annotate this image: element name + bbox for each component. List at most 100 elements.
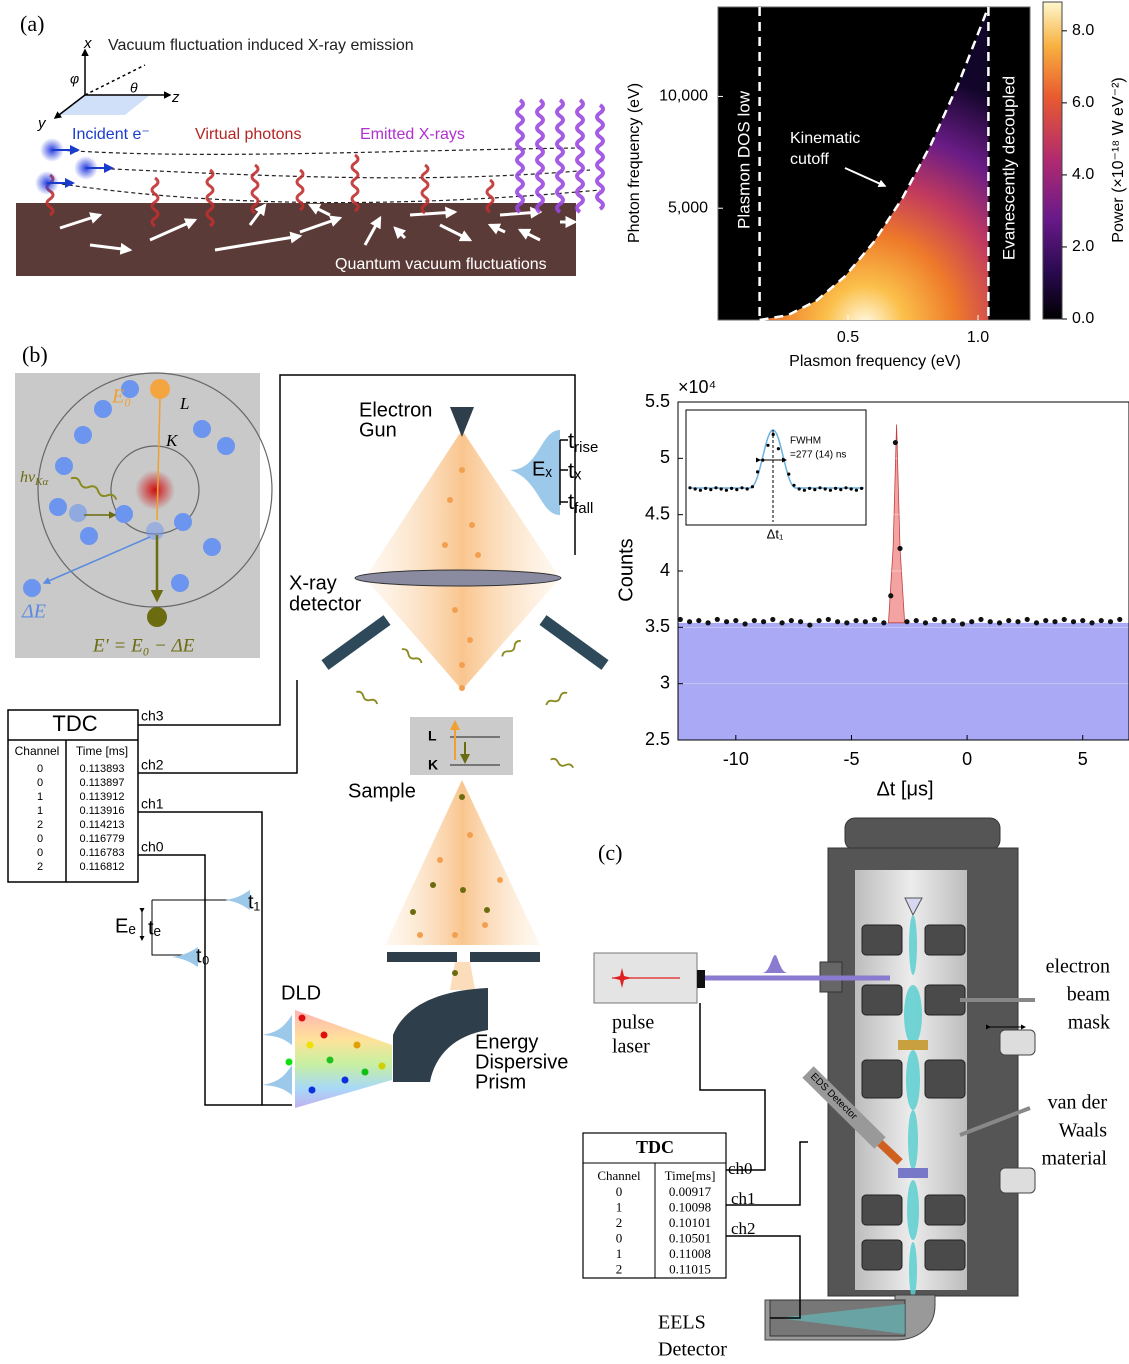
wave (537, 100, 543, 212)
data-point (863, 619, 868, 624)
data-point (724, 619, 729, 624)
table-cell: 0.116779 (79, 833, 124, 845)
inset-point (709, 488, 712, 491)
data-point (705, 620, 710, 625)
axis-letter: φ (70, 71, 79, 87)
inset-point (813, 488, 816, 491)
colorbar-label: Power (×10⁻¹⁸ W eV⁻²) (1110, 77, 1127, 242)
axis-letter: z (171, 89, 180, 106)
table-cell: 2 (616, 1215, 623, 1230)
table-title: TDC (636, 1137, 674, 1157)
label: electron (1046, 956, 1110, 978)
y-tick-label: 10,000 (659, 88, 708, 105)
text-sub: fall (574, 500, 593, 517)
table-header: Channel (597, 1168, 641, 1183)
label: Incident e⁻ (72, 126, 150, 143)
colorbar-tick-label: 8.0 (1072, 22, 1094, 39)
label: EELS (658, 1312, 706, 1334)
data-point (761, 619, 766, 624)
data-point (742, 621, 747, 626)
data-point (770, 617, 775, 622)
y-tick-label: 4 (660, 560, 670, 580)
table-cell: 1 (616, 1199, 623, 1214)
label: Waals (1059, 1120, 1108, 1142)
data-point (1108, 619, 1113, 624)
data-point (715, 617, 720, 622)
atom-label: K (165, 431, 179, 450)
label: DLD (281, 982, 321, 1004)
inset-point (777, 447, 780, 450)
label: t₀ (196, 945, 210, 967)
inset-annotation: FWHM (790, 436, 821, 447)
data-point (978, 617, 983, 622)
data-point (914, 618, 919, 623)
data-point (960, 621, 965, 626)
table-cell: 0.113897 (79, 777, 124, 789)
x-axis-label: Δt [μs] (876, 778, 933, 800)
wave (557, 100, 563, 212)
tdc-table: TDC ChannelTime[ms]00.0091710.1009820.10… (583, 1133, 726, 1278)
table-cell: 0 (37, 833, 43, 845)
data-point (893, 440, 898, 445)
channel-label: ch2 (141, 757, 164, 773)
label: pulse (612, 1012, 654, 1034)
data-point (1099, 618, 1104, 623)
inset-point (699, 489, 702, 492)
inset-point (829, 489, 832, 492)
annotation: Kinematic (790, 130, 860, 147)
y-tick-label: 2.5 (645, 729, 670, 749)
inset-point (704, 487, 707, 490)
data-point (779, 620, 784, 625)
label: Dispersive (475, 1051, 568, 1073)
label: Prism (475, 1071, 526, 1093)
y-tick-label: 5,000 (668, 199, 708, 216)
data-point (932, 617, 937, 622)
x-tick-label: 0.5 (837, 329, 859, 346)
x-axis-label: Plasmon frequency (eV) (789, 353, 961, 370)
table-cell: 1 (616, 1246, 623, 1261)
colorbar-tick-label: 2.0 (1072, 238, 1094, 255)
table-cell: 0.10101 (669, 1215, 711, 1230)
table-cell: 0.113916 (79, 805, 124, 817)
text-sub: rise (574, 439, 598, 456)
inset-point (818, 486, 821, 489)
table-cell: 0.116812 (79, 861, 124, 873)
label: detector (289, 593, 362, 615)
inset-point (714, 486, 717, 489)
data-point (888, 593, 893, 598)
counts-chart: 2.533.544.555.5-10-505×10⁴Δt [μs]CountsF… (615, 377, 1129, 801)
wave (517, 100, 523, 212)
x-tick-label: 5 (1078, 749, 1088, 769)
annotation: cutoff (790, 151, 829, 168)
label: Energy (475, 1031, 538, 1053)
electrons (35, 138, 112, 195)
inset-point (855, 489, 858, 492)
label: t₁ (248, 891, 261, 913)
inset-point (766, 444, 769, 447)
data-point (1015, 619, 1020, 624)
inset-frame (686, 410, 866, 525)
level-label: L (428, 728, 437, 744)
label: laser (612, 1036, 650, 1058)
data-point (951, 618, 956, 623)
inset-point (746, 487, 749, 490)
table-cell: 0 (616, 1184, 623, 1199)
channel-label: ch2 (731, 1219, 756, 1238)
panel-label: (a) (20, 11, 44, 36)
table-header: Channel (15, 744, 60, 758)
label: material (1041, 1148, 1107, 1170)
table-cell: 0.11008 (669, 1246, 711, 1261)
y-axis-label: Photon frequency (eV) (626, 83, 643, 243)
axis-letter: θ (130, 80, 138, 96)
table-cell: 2 (616, 1261, 623, 1276)
table-cell: 2 (37, 861, 43, 873)
label: Virtual photons (195, 126, 301, 143)
atom-label: L (179, 394, 189, 413)
data-point (872, 617, 877, 622)
channel-label: ch0 (141, 839, 164, 855)
data-point (881, 620, 886, 625)
label: trise (568, 428, 598, 456)
data-point (969, 619, 974, 624)
data-point (853, 618, 858, 623)
